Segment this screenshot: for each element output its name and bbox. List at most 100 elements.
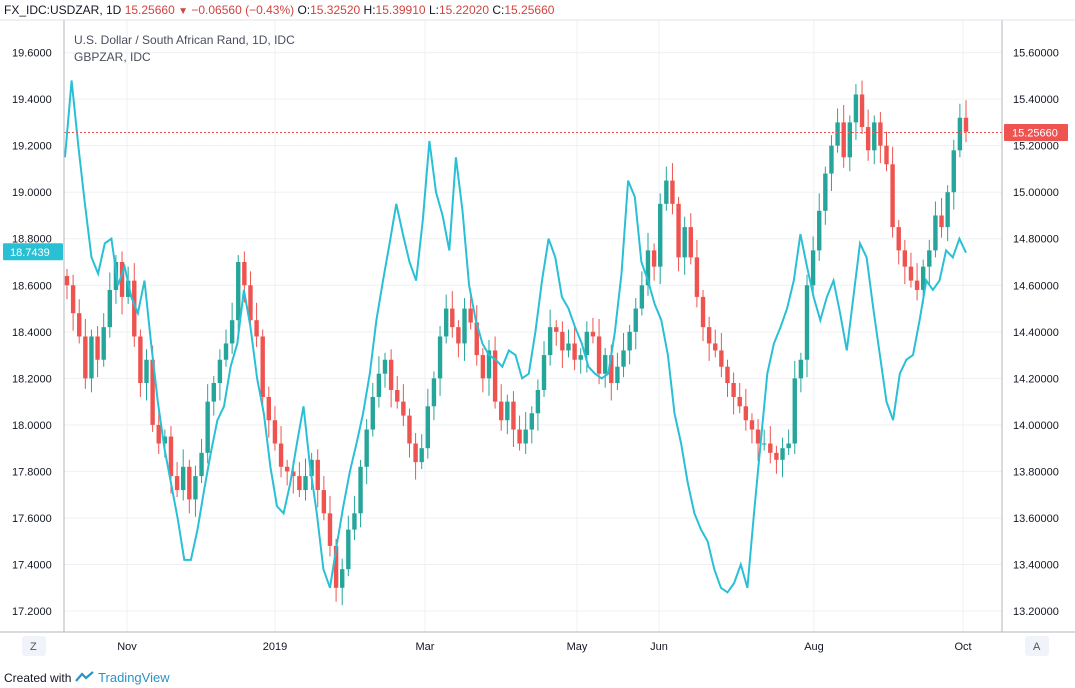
- candle-body: [963, 117, 969, 132]
- candle-body: [810, 250, 816, 286]
- candle-body: [602, 355, 608, 374]
- candle-body: [468, 308, 473, 323]
- candle-body: [499, 401, 504, 421]
- x-tick-label: Aug: [804, 641, 824, 653]
- candle-body: [951, 150, 956, 193]
- candle-body: [382, 359, 388, 374]
- x-tick-label: May: [567, 641, 588, 653]
- right-tick-label: 15.40000: [1013, 94, 1059, 106]
- right-tick-label: 15.20000: [1013, 141, 1059, 153]
- low-value: 15.22020: [438, 3, 490, 17]
- left-tick-label: 19.6000: [12, 48, 52, 60]
- candle-body: [927, 250, 932, 267]
- x-tick-label: 2019: [263, 641, 287, 653]
- right-tick-label: 14.40000: [1013, 327, 1059, 339]
- plot-background: [64, 20, 1002, 632]
- candle-body: [878, 122, 883, 146]
- candle-body: [138, 336, 143, 384]
- candle-body: [731, 383, 736, 397]
- candle-body: [370, 396, 375, 430]
- candle-body: [150, 359, 155, 425]
- candle-body: [492, 350, 498, 402]
- symbol-label[interactable]: FX_IDC:USDZAR, 1D: [4, 3, 122, 17]
- candle-body: [590, 331, 596, 337]
- candle-body: [743, 406, 749, 421]
- candle-body: [792, 378, 797, 444]
- log-scale-label[interactable]: Z: [30, 641, 37, 653]
- right-tick-label: 14.00000: [1013, 420, 1059, 432]
- candle-body: [615, 366, 620, 384]
- low-label: L:: [428, 3, 439, 17]
- candle-body: [517, 429, 522, 444]
- footer: Created with TradingView: [4, 668, 170, 687]
- right-tick-label: 14.80000: [1013, 234, 1059, 246]
- candle-body: [676, 203, 681, 258]
- candle-body: [229, 320, 235, 344]
- candle-body: [223, 343, 229, 360]
- candle-body: [309, 459, 314, 477]
- candle-body: [236, 262, 241, 321]
- close-label: C:: [492, 3, 505, 17]
- log-scale-button[interactable]: Z: [22, 636, 46, 656]
- left-tick-label: 17.2000: [12, 606, 52, 618]
- candle-body: [890, 164, 895, 228]
- candle-body: [749, 420, 755, 430]
- candle-body: [560, 331, 565, 351]
- candle-body: [872, 122, 877, 151]
- created-with-label: Created with: [4, 671, 72, 685]
- left-tick-label: 19.0000: [12, 187, 52, 199]
- right-tick-label: 15.60000: [1013, 48, 1059, 60]
- candle-body: [554, 327, 559, 332]
- auto-scale-label[interactable]: A: [1033, 641, 1041, 653]
- high-label: H:: [363, 3, 376, 17]
- candle-body: [364, 429, 369, 467]
- candle-body: [847, 122, 853, 158]
- high-value: 15.39910: [375, 3, 426, 17]
- candle-body: [278, 443, 284, 467]
- candle-body: [168, 436, 174, 477]
- candle-body: [174, 476, 180, 491]
- candle-body: [945, 192, 950, 228]
- right-tick-label: 13.20000: [1013, 606, 1059, 618]
- candle-body: [621, 350, 626, 367]
- right-tick-label: 13.40000: [1013, 560, 1059, 572]
- candle-body: [107, 289, 113, 328]
- candle-body: [119, 262, 125, 297]
- candle-body: [933, 215, 938, 251]
- candle-body: [817, 210, 822, 251]
- candle-body: [248, 285, 253, 321]
- candle-body: [664, 180, 669, 204]
- candle-body: [633, 308, 638, 332]
- price-change: −0.06560 (−0.43%): [191, 3, 295, 17]
- left-tick-label: 17.8000: [12, 466, 52, 478]
- price-chart[interactable]: 19.6000 19.4000 19.2000 19.0000 18.8000 18.60…: [0, 0, 1075, 668]
- candle-body: [541, 355, 547, 390]
- candle-body: [211, 383, 216, 402]
- candle-body: [835, 122, 840, 146]
- candle-body: [315, 459, 320, 491]
- candle-body: [609, 355, 614, 384]
- legend-main-series: U.S. Dollar / South African Rand, 1D, ID…: [74, 33, 295, 47]
- candle-body: [914, 280, 920, 290]
- candle-body: [578, 355, 583, 360]
- candle-body: [596, 336, 602, 374]
- candle-body: [627, 331, 632, 351]
- x-tick-label: Nov: [117, 641, 137, 653]
- candle-body: [340, 569, 345, 588]
- auto-scale-button[interactable]: A: [1025, 636, 1049, 656]
- candle-body: [547, 327, 553, 356]
- candle-body: [321, 490, 327, 514]
- candle-body: [193, 476, 198, 500]
- right-current-value: 15.25660: [1012, 127, 1058, 139]
- candle-body: [700, 296, 706, 328]
- candle-body: [486, 350, 492, 379]
- open-value: 15.32520: [310, 3, 361, 17]
- candle-body: [425, 406, 431, 449]
- candle-body: [780, 448, 785, 460]
- candle-body: [437, 336, 443, 379]
- legend: U.S. Dollar / South African Rand, 1D, ID…: [74, 33, 295, 64]
- candle-body: [358, 466, 363, 514]
- candle-body: [786, 443, 791, 449]
- candle-body: [303, 476, 308, 491]
- tradingview-brand[interactable]: TradingView: [98, 670, 170, 685]
